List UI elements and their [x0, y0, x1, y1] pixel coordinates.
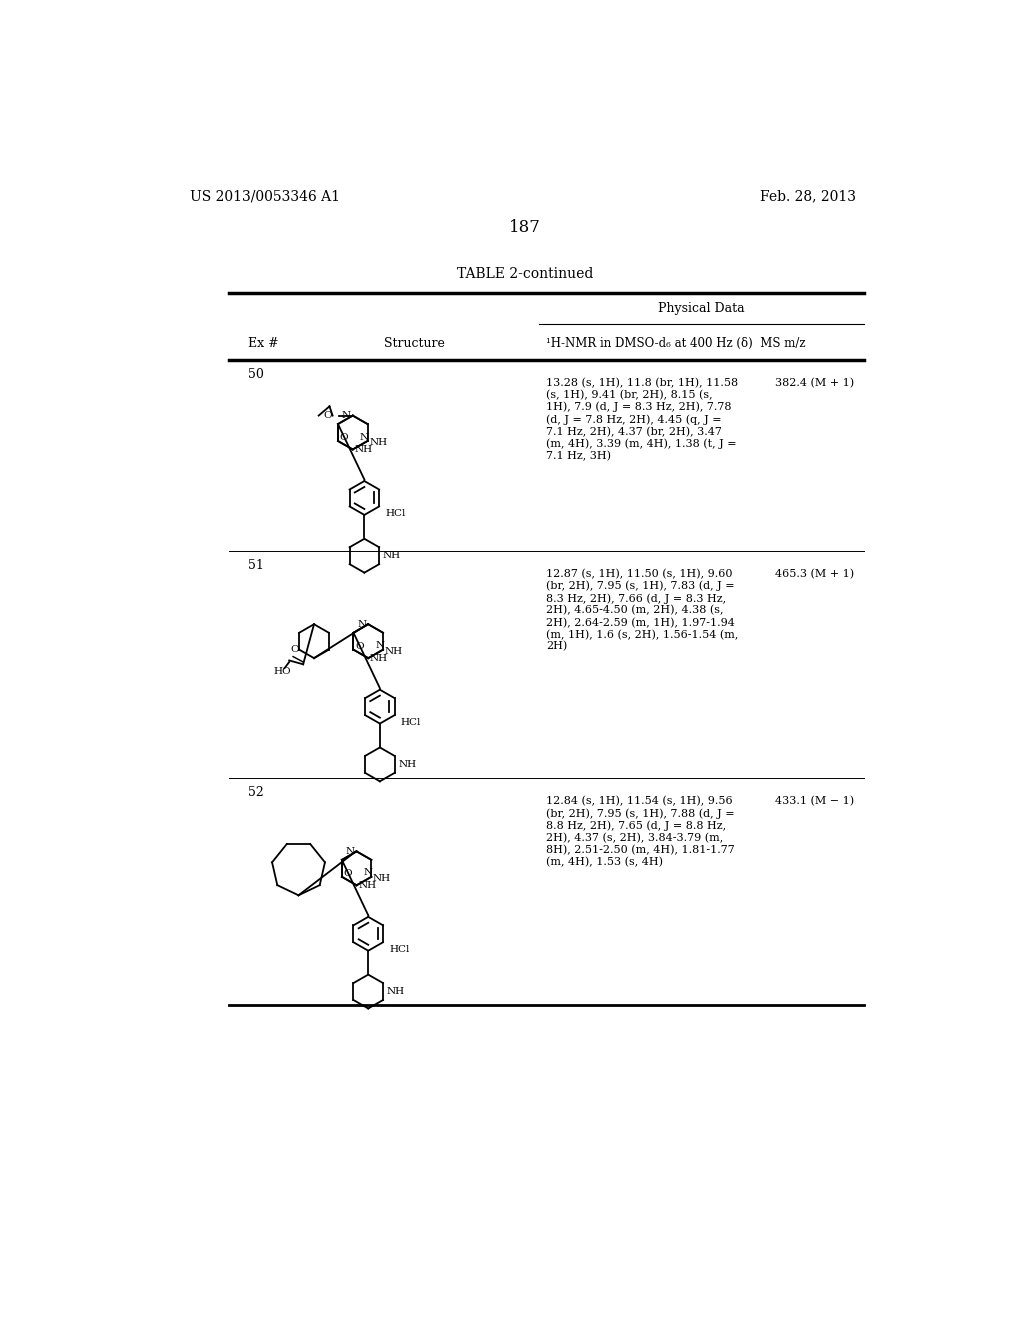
Text: N: N — [364, 869, 373, 878]
Text: Structure: Structure — [384, 337, 444, 350]
Text: N: N — [376, 642, 384, 651]
Text: N: N — [359, 433, 369, 442]
Text: TABLE 2-continued: TABLE 2-continued — [457, 267, 593, 281]
Text: O: O — [291, 645, 299, 655]
Text: ¹H-NMR in DMSO-d₆ at 400 Hz (δ)  MS m/z: ¹H-NMR in DMSO-d₆ at 400 Hz (δ) MS m/z — [547, 337, 806, 350]
Text: 50: 50 — [248, 368, 264, 381]
Text: 465.3 (M + 1): 465.3 (M + 1) — [775, 569, 854, 579]
Text: O: O — [324, 411, 332, 420]
Text: HCl: HCl — [389, 945, 410, 953]
Text: 51: 51 — [248, 558, 264, 572]
Text: NH: NH — [358, 880, 376, 890]
Text: NH: NH — [385, 647, 402, 656]
Text: HO: HO — [273, 668, 291, 676]
Text: NH: NH — [370, 653, 388, 663]
Text: Physical Data: Physical Data — [658, 302, 744, 315]
Text: NH: NH — [369, 438, 387, 447]
Text: N: N — [346, 847, 355, 855]
Text: Feb. 28, 2013: Feb. 28, 2013 — [761, 190, 856, 203]
Text: US 2013/0053346 A1: US 2013/0053346 A1 — [190, 190, 340, 203]
Text: 187: 187 — [509, 219, 541, 235]
Text: O: O — [343, 870, 352, 878]
Text: 12.84 (s, 1H), 11.54 (s, 1H), 9.56
(br, 2H), 7.95 (s, 1H), 7.88 (d, J =
8.8 Hz, : 12.84 (s, 1H), 11.54 (s, 1H), 9.56 (br, … — [547, 796, 735, 867]
Text: N: N — [357, 620, 367, 628]
Text: Ex #: Ex # — [248, 337, 279, 350]
Text: NH: NH — [387, 987, 404, 997]
Text: 433.1 (M − 1): 433.1 (M − 1) — [775, 796, 854, 807]
Text: 382.4 (M + 1): 382.4 (M + 1) — [775, 378, 854, 388]
Text: NH: NH — [373, 874, 391, 883]
Text: NH: NH — [398, 760, 417, 768]
Text: 13.28 (s, 1H), 11.8 (br, 1H), 11.58
(s, 1H), 9.41 (br, 2H), 8.15 (s,
1H), 7.9 (d: 13.28 (s, 1H), 11.8 (br, 1H), 11.58 (s, … — [547, 378, 738, 461]
Text: N: N — [342, 411, 351, 420]
Text: HCl: HCl — [400, 718, 421, 726]
Text: 12.87 (s, 1H), 11.50 (s, 1H), 9.60
(br, 2H), 7.95 (s, 1H), 7.83 (d, J =
8.3 Hz, : 12.87 (s, 1H), 11.50 (s, 1H), 9.60 (br, … — [547, 569, 739, 652]
Text: 52: 52 — [248, 785, 264, 799]
Text: HCl: HCl — [385, 510, 406, 517]
Text: NH: NH — [383, 552, 401, 560]
Text: NH: NH — [354, 445, 373, 454]
Text: O: O — [355, 642, 364, 651]
Text: O: O — [340, 433, 348, 442]
